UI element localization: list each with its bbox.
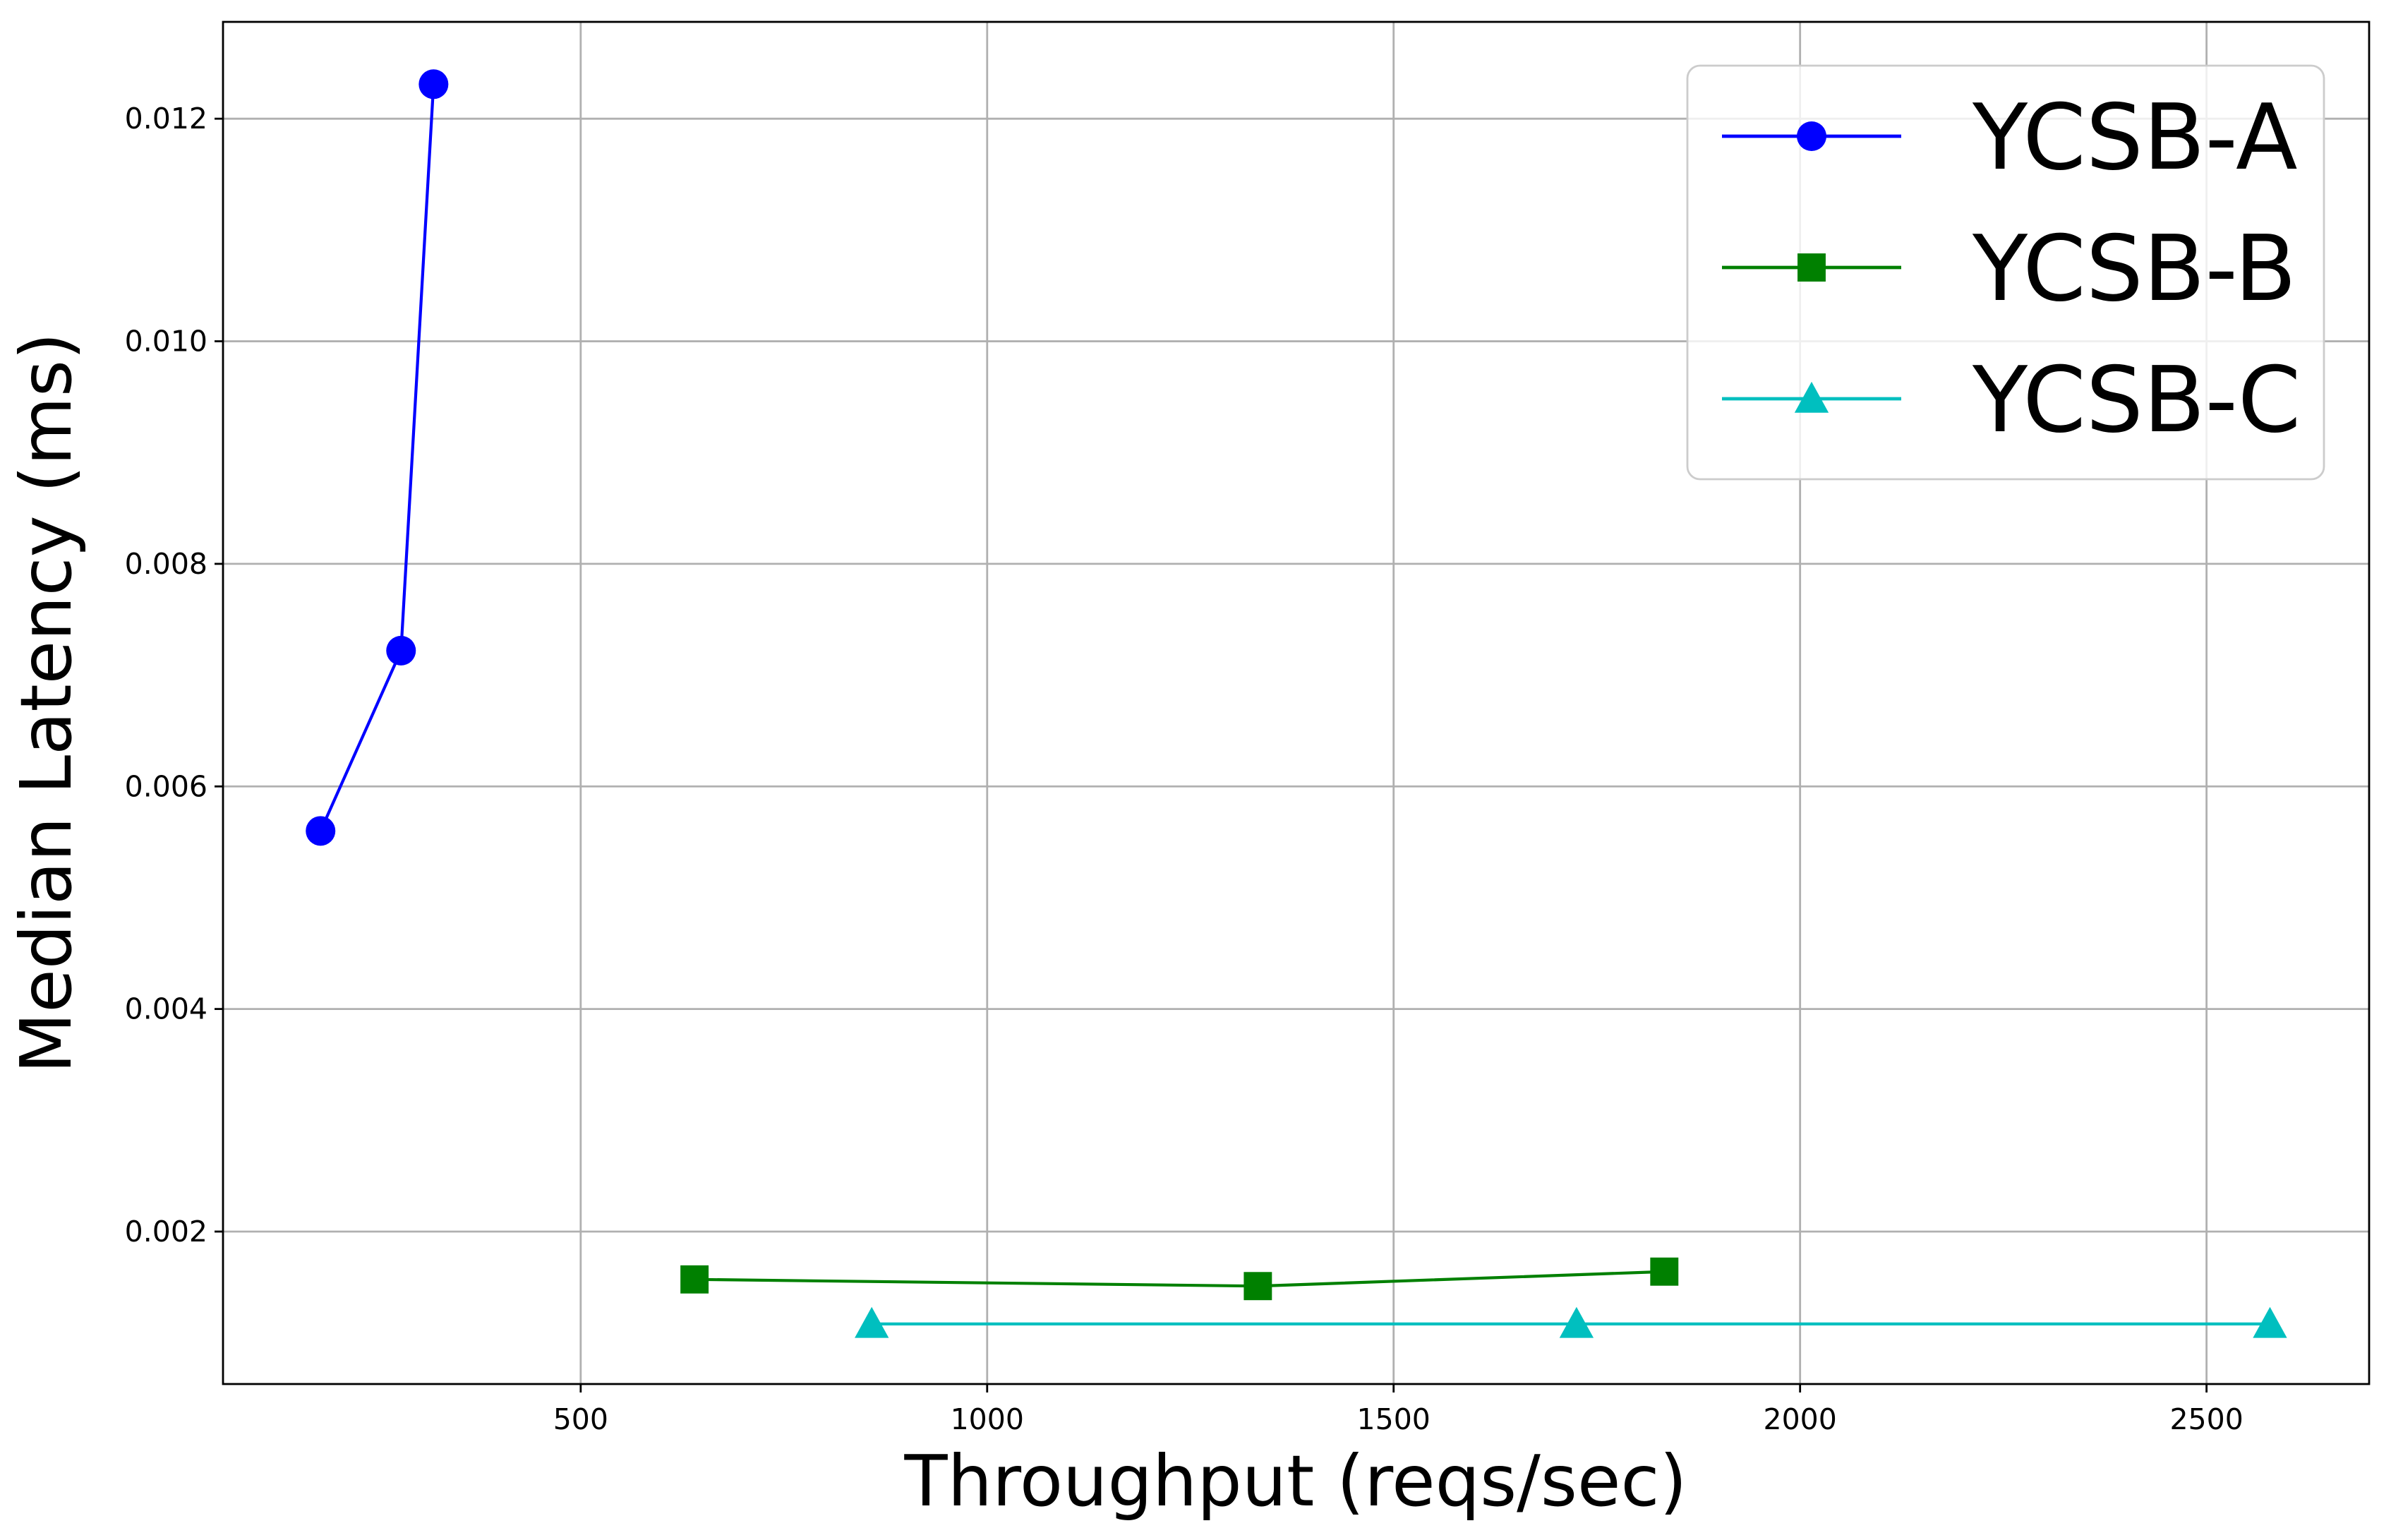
data-point	[306, 816, 336, 846]
series-line	[694, 1270, 1665, 1288]
x-tick-label: 500	[553, 1402, 608, 1436]
x-tick-label: 1500	[1357, 1402, 1431, 1436]
legend-marker	[1797, 121, 1826, 151]
data-point	[1559, 1306, 1594, 1338]
data-point	[386, 635, 416, 666]
legend-marker	[1794, 381, 1829, 413]
series-layer	[306, 69, 2287, 1338]
plot-frame	[222, 20, 2371, 1385]
legend-entry: YCSB-C	[1722, 348, 2301, 453]
y-tick-label: 0.006	[125, 769, 207, 803]
series-ycsb-a	[306, 69, 449, 846]
legend-entry: YCSB-A	[1722, 85, 2298, 191]
y-tick-label: 0.010	[125, 325, 207, 359]
x-tick-label: 1000	[951, 1402, 1024, 1436]
y-tick-label: 0.004	[125, 992, 207, 1026]
x-tick-label: 2500	[2169, 1402, 2243, 1436]
y-axis-label: Median Latency (ms)	[5, 332, 88, 1073]
y-tick-label: 0.008	[125, 547, 207, 581]
series-ycsb-c	[855, 1306, 2287, 1338]
legend-marker	[1797, 253, 1826, 282]
legend-label: YCSB-B	[1972, 217, 2296, 322]
data-point	[1243, 1272, 1272, 1301]
y-tick-label: 0.012	[125, 102, 207, 136]
y-tick-label: 0.002	[125, 1215, 207, 1249]
data-point	[1650, 1257, 1679, 1286]
legend-entry: YCSB-B	[1722, 217, 2296, 322]
x-axis-label: Throughput (reqs/sec)	[904, 1440, 1687, 1522]
series-ycsb-b	[680, 1257, 1679, 1301]
legend-box	[1686, 64, 2325, 481]
legend-label: YCSB-A	[1972, 85, 2298, 191]
data-point	[855, 1306, 889, 1338]
tick-layer: 500 1000 1500 2000 2500 0.002 0.004 0.006 0.008 0…	[125, 102, 2244, 1436]
x-tick-label: 2000	[1764, 1402, 1837, 1436]
series-line	[319, 84, 435, 832]
legend-label: YCSB-C	[1972, 348, 2301, 453]
data-point	[680, 1265, 709, 1294]
data-point	[418, 69, 449, 100]
legend: YCSB-A YCSB-B YCSB-C	[1686, 64, 2325, 481]
data-point	[2253, 1306, 2287, 1338]
